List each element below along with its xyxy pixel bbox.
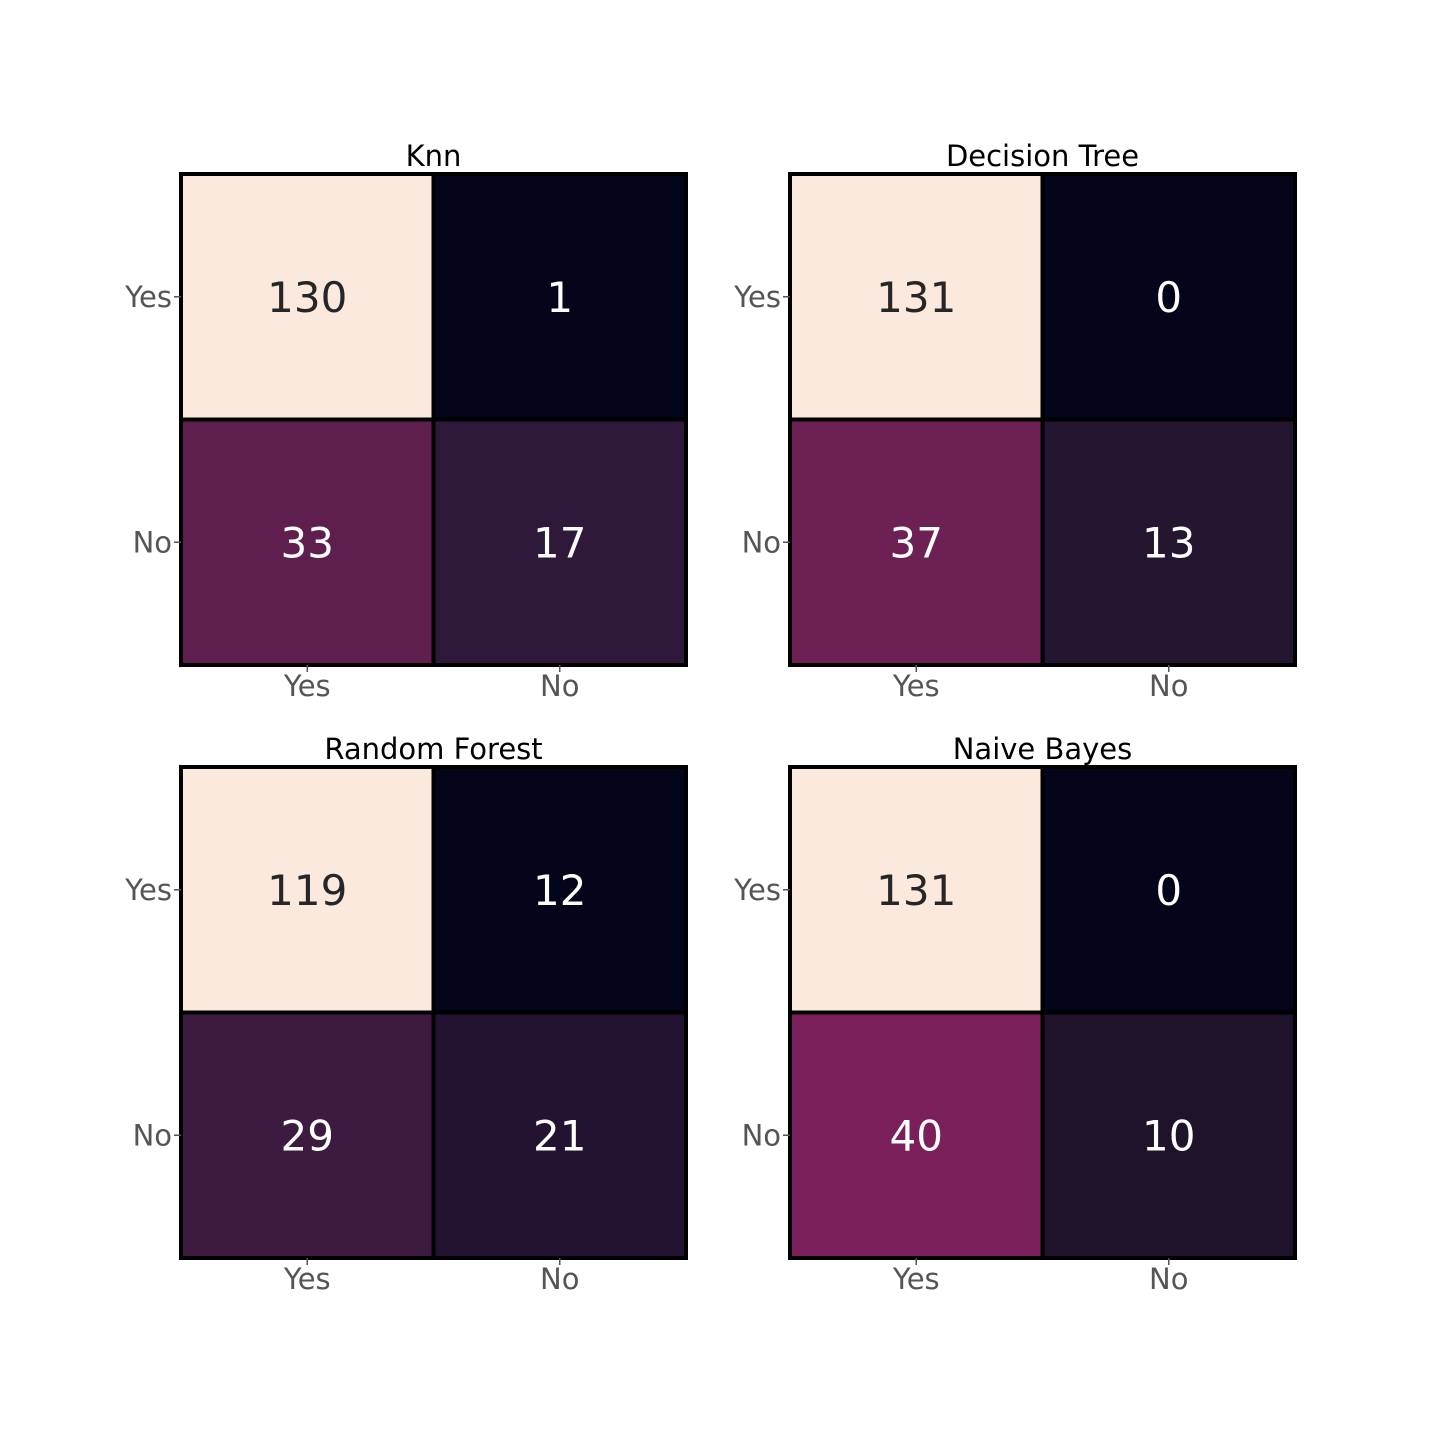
random-forest-value-no-no: 21 <box>533 1111 586 1160</box>
decision-tree-value-yes-no: 0 <box>1155 273 1182 322</box>
knn-title: Knn <box>406 139 462 173</box>
random-forest-xtick-label: No <box>540 1262 579 1296</box>
random-forest-cell-no-no <box>431 1010 688 1260</box>
decision-tree-ytick-label: Yes <box>733 280 781 314</box>
random-forest-cell-yes-yes <box>179 765 436 1015</box>
knn-ytick-label: No <box>133 525 172 559</box>
naive-bayes-value-yes-no: 0 <box>1155 866 1182 915</box>
decision-tree-panel: Decision Tree 131 0 37 13 Yes No Yes No <box>733 139 1297 703</box>
naive-bayes-title: Naive Bayes <box>953 732 1133 766</box>
naive-bayes-ytick-label: Yes <box>733 873 781 907</box>
naive-bayes-cell-no-no <box>1040 1010 1297 1260</box>
naive-bayes-value-no-yes: 40 <box>890 1111 943 1160</box>
decision-tree-frame <box>789 173 1296 666</box>
knn-frame <box>180 173 687 666</box>
random-forest-ytick-label: No <box>133 1118 172 1152</box>
decision-tree-title: Decision Tree <box>946 139 1139 173</box>
random-forest-cell-no-yes <box>179 1010 436 1260</box>
knn-value-no-no: 17 <box>533 518 586 567</box>
knn-value-yes-yes: 130 <box>267 273 347 322</box>
decision-tree-value-yes-yes: 131 <box>876 273 956 322</box>
knn-cell-yes-yes <box>179 172 436 422</box>
decision-tree-cell-yes-yes <box>788 172 1045 422</box>
knn-panel: Knn 130 1 33 17 Yes No Yes No <box>124 139 688 703</box>
knn-value-no-yes: 33 <box>281 518 334 567</box>
naive-bayes-ytick-label: No <box>742 1118 781 1152</box>
random-forest-ytick-label: Yes <box>124 873 172 907</box>
random-forest-xtick-label: Yes <box>283 1262 331 1296</box>
random-forest-value-yes-no: 12 <box>533 866 586 915</box>
naive-bayes-cell-no-yes <box>788 1010 1045 1260</box>
random-forest-panel: Random Forest 119 12 29 21 Yes No Yes No <box>124 732 688 1296</box>
knn-ytick-label: Yes <box>124 280 172 314</box>
decision-tree-ytick-label: No <box>742 525 781 559</box>
knn-cell-no-yes <box>179 417 436 667</box>
naive-bayes-cell-yes-yes <box>788 765 1045 1015</box>
naive-bayes-panel: Naive Bayes 131 0 40 10 Yes No Yes No <box>733 732 1297 1296</box>
random-forest-cell-yes-no <box>431 765 688 1015</box>
random-forest-value-yes-yes: 119 <box>267 866 347 915</box>
knn-xtick-label: No <box>540 669 579 703</box>
decision-tree-value-no-yes: 37 <box>890 518 943 567</box>
knn-cell-no-no <box>431 417 688 667</box>
random-forest-title: Random Forest <box>324 732 542 766</box>
random-forest-value-no-yes: 29 <box>281 1111 334 1160</box>
naive-bayes-frame <box>789 766 1296 1259</box>
decision-tree-xtick-label: No <box>1149 669 1188 703</box>
decision-tree-cell-no-no <box>1040 417 1297 667</box>
decision-tree-xtick-label: Yes <box>892 669 940 703</box>
naive-bayes-xtick-label: Yes <box>892 1262 940 1296</box>
naive-bayes-xtick-label: No <box>1149 1262 1188 1296</box>
naive-bayes-value-yes-yes: 131 <box>876 866 956 915</box>
knn-value-yes-no: 1 <box>546 273 573 322</box>
naive-bayes-cell-yes-no <box>1040 765 1297 1015</box>
knn-cell-yes-no <box>431 172 688 422</box>
decision-tree-value-no-no: 13 <box>1142 518 1195 567</box>
knn-xtick-label: Yes <box>283 669 331 703</box>
random-forest-frame <box>180 766 687 1259</box>
naive-bayes-value-no-no: 10 <box>1142 1111 1195 1160</box>
